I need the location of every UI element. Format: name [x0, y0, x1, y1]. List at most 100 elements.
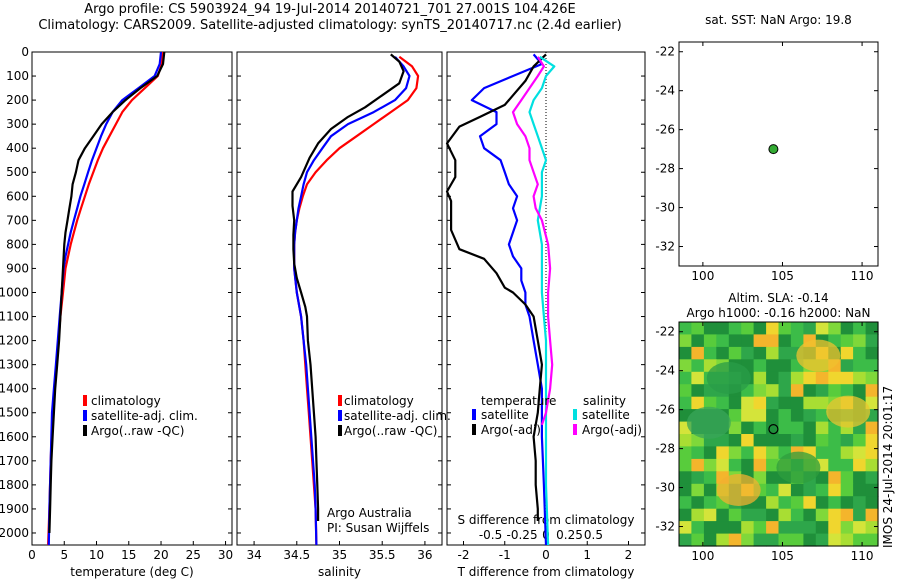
float-position-marker — [768, 144, 779, 155]
sla-cell — [865, 334, 879, 348]
sla-cell — [728, 521, 742, 535]
sla-cell — [766, 396, 780, 410]
sla-cell — [753, 434, 767, 447]
temperature-profile-x-tick-label: 15 — [121, 548, 136, 562]
y-tick-label: 600 — [6, 189, 29, 203]
imos-credit-label: IMOS 24-Jul-2014 20:01:17 — [881, 386, 895, 548]
temperature-profile-x-tick-label: 10 — [89, 548, 104, 562]
sla-cell — [753, 421, 767, 435]
salinity-profile-frame — [236, 51, 443, 546]
sla-cell — [815, 396, 829, 410]
sla-cell — [691, 446, 705, 460]
sla-cell — [741, 533, 755, 547]
sla-cell — [766, 346, 780, 360]
sla-cell — [803, 371, 817, 385]
sla-cell — [815, 409, 829, 423]
sla-cell — [766, 421, 780, 435]
sla-map-y-tick-label: -32 — [655, 520, 675, 534]
legend-swatch — [83, 395, 87, 406]
sla-cell — [728, 334, 742, 348]
legend-swatch — [573, 424, 577, 435]
sla-cell — [815, 521, 829, 535]
sla-cell — [728, 421, 742, 435]
float-program-annotation: Argo Australia — [327, 506, 412, 520]
sla-cell — [790, 322, 804, 335]
y-tick-label: 1400 — [0, 382, 29, 396]
sla-cell — [828, 434, 842, 447]
sla-cell — [679, 371, 692, 385]
sla-cell — [753, 496, 767, 510]
sla-blob — [686, 406, 731, 439]
sla-cell — [828, 384, 842, 398]
sla-cell — [790, 334, 804, 348]
sla-cell — [840, 496, 854, 510]
sla-cell — [753, 533, 767, 547]
sla-cell — [865, 508, 879, 522]
sla-cell — [753, 446, 767, 460]
sla-cell — [778, 421, 792, 435]
legend-swatch — [338, 410, 342, 421]
sla-cell — [679, 322, 692, 335]
y-tick-label: 300 — [6, 117, 29, 131]
sla-cell — [840, 458, 854, 472]
sla-cell — [766, 322, 780, 335]
sla-cell — [803, 533, 817, 547]
sla-cell — [679, 446, 692, 460]
sla-cell — [691, 346, 705, 360]
sla-cell — [753, 384, 767, 398]
y-tick-label: 1000 — [0, 285, 29, 299]
sla-cell — [778, 521, 792, 535]
sla-cell — [853, 346, 867, 360]
sla-cell — [790, 421, 804, 435]
difference-x-tick-label: -1 — [499, 548, 511, 562]
sst-map-y-tick-label: -30 — [655, 201, 675, 215]
sla-cell — [865, 421, 879, 435]
sla-cell — [691, 334, 705, 348]
y-tick-label: 2000 — [0, 526, 29, 540]
sla-map-x-tick-label: 100 — [691, 549, 714, 563]
sla-cell — [778, 346, 792, 360]
legend-swatch — [472, 409, 476, 420]
sla-cell — [865, 384, 879, 398]
sla-cell — [679, 359, 692, 373]
legend-swatch — [338, 395, 342, 406]
salinity-diff-tick-label: 0.25 — [556, 528, 583, 542]
sla-cell — [815, 483, 829, 497]
sla-map-title-line-2: Argo h1000: -0.16 h2000: NaN — [687, 306, 871, 320]
sla-cell — [703, 334, 717, 348]
sla-cell — [790, 434, 804, 447]
sla-map-x-tick-label: 105 — [771, 549, 794, 563]
sla-cell — [679, 483, 692, 497]
sla-cell — [703, 521, 717, 535]
sla-cell — [679, 396, 692, 410]
sla-cell — [691, 533, 705, 547]
sla-cell — [840, 508, 854, 522]
diff-series-salinity-sal_satellite — [528, 55, 556, 546]
sst-map-title: sat. SST: NaN Argo: 19.8 — [705, 13, 852, 27]
sla-cell — [865, 322, 879, 335]
legend-swatch — [338, 425, 342, 436]
sla-cell — [703, 483, 717, 497]
sla-map-y-tick-label: -26 — [655, 403, 675, 417]
sla-cell — [803, 421, 817, 435]
sla-cell — [716, 334, 730, 348]
sst-map-y-tick-label: -22 — [655, 45, 675, 59]
sla-cell — [766, 458, 780, 472]
difference-x-tick-label: 0 — [542, 548, 550, 562]
sla-cell — [753, 346, 767, 360]
sla-cell — [703, 396, 717, 410]
sla-cell — [766, 371, 780, 385]
sla-cell — [778, 483, 792, 497]
sla-cell — [840, 471, 854, 485]
sla-cell — [815, 384, 829, 398]
sla-cell — [679, 508, 692, 522]
y-tick-label: 1500 — [0, 406, 29, 420]
sla-cell — [853, 434, 867, 447]
sla-cell — [766, 521, 780, 535]
sla-cell — [691, 322, 705, 335]
sla-cell — [703, 471, 717, 485]
sla-cell — [679, 533, 692, 547]
difference-x-tick-label: 2 — [625, 548, 633, 562]
sst-map-y-tick-label: -24 — [655, 84, 675, 98]
sla-cell — [803, 396, 817, 410]
